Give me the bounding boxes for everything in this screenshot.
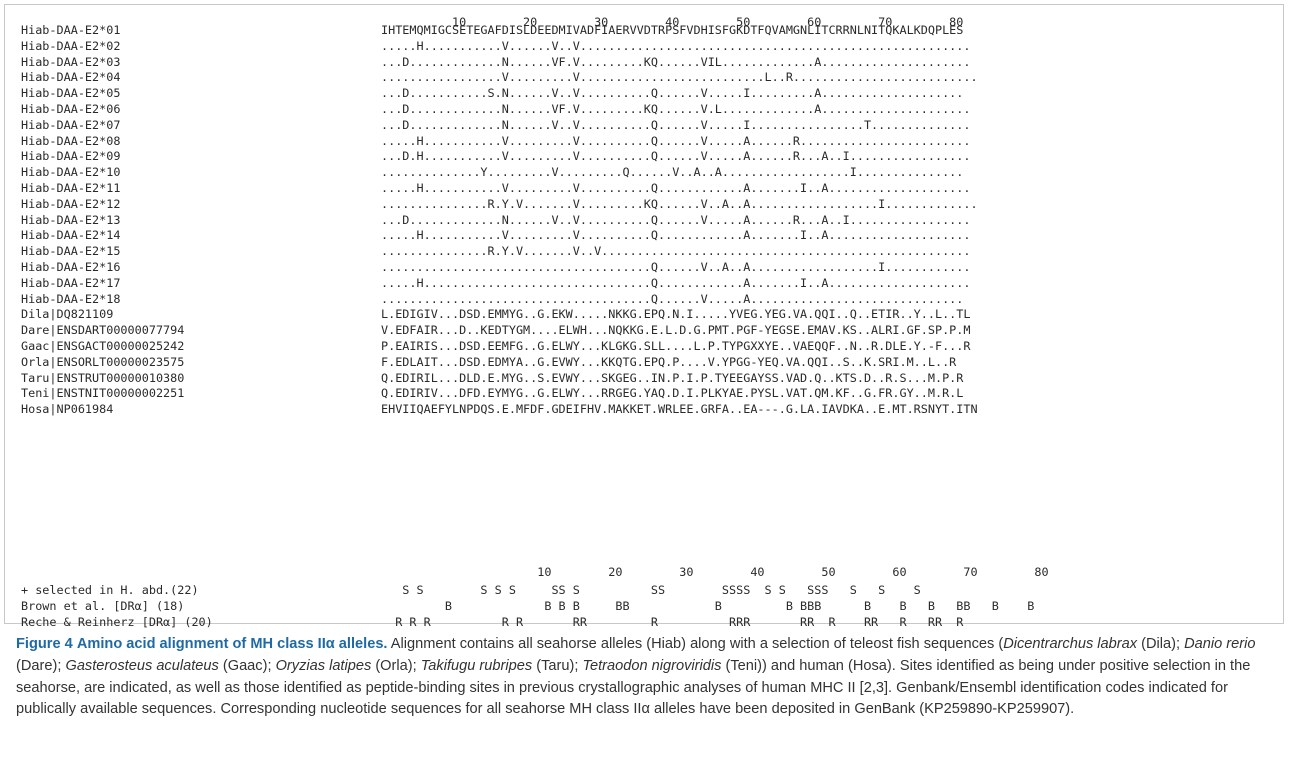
position-ruler-bottom: 10 20 30 40 50 60 70 80: [381, 565, 1049, 579]
sequence-name: Hiab-DAA-E2*08: [21, 133, 121, 148]
sequence-name: Hosa|NP061984: [21, 402, 114, 417]
sequence-name: Hiab-DAA-E2*11: [21, 180, 121, 195]
sequence-row: ..............Y.........V.........Q.....…: [381, 165, 964, 180]
sequence-name: Hiab-DAA-E2*10: [21, 165, 121, 180]
annotation-marks: R R R R R RR R RRR RR R RR R RR R: [381, 614, 964, 629]
figure-caption: Figure 4 Amino acid alignment of MH clas…: [16, 634, 1278, 721]
sequence-row: P.EAIRIS...DSD.EEMFG..G.ELWY...KLGKG.SLL…: [381, 338, 971, 353]
annotation-marks: S S S S S SS S SS SSSS S S SSS S S S: [381, 583, 921, 597]
sequence-row: .................V.........V............…: [381, 70, 978, 85]
sequence-row: ...D...........S.N......V..V..........Q.…: [381, 86, 964, 101]
sequence-row: .....H...........V.........V..........Q.…: [381, 180, 971, 195]
sequence-row: ......................................Q.…: [381, 291, 964, 306]
sequence-row: ...............R.Y.V.......V.........KQ.…: [381, 196, 978, 211]
sequence-name: Hiab-DAA-E2*17: [21, 275, 121, 290]
sequence-row: IHTEMQMIGCSETEGAFDISLDEEDMIVADFIAERVVDTR…: [381, 23, 964, 37]
species-name: Danio rerio: [1184, 636, 1256, 652]
sequence-row: ......................................Q.…: [381, 259, 971, 274]
species-name: Gasterosteus aculateus: [65, 657, 219, 674]
species-name: Dicentrarchus labrax: [1003, 636, 1138, 652]
sequence-row: .....H...........V.........V..........Q.…: [381, 228, 971, 243]
sequence-row: ...D.............N......V..V..........Q.…: [381, 117, 971, 132]
sequence-row: Q.EDIRIV...DFD.EYMYG..G.ELWY...RRGEG.YAQ…: [381, 386, 964, 401]
sequence-name: Hiab-DAA-E2*06: [21, 101, 121, 116]
sequence-row: ...D.............N......V..V..........Q.…: [381, 212, 971, 227]
species-name: Takifugu rubripes: [420, 657, 533, 674]
sequence-name: Hiab-DAA-E2*07: [21, 117, 121, 132]
sequence-row: EHVIIQAEFYLNPDQS.E.MFDF.GDEIFHV.MAKKET.W…: [381, 402, 978, 417]
sequence-name: Hiab-DAA-E2*14: [21, 228, 121, 243]
sequence-row: .....H...........V.........V..........Q.…: [381, 133, 971, 148]
figure-label: Figure 4: [16, 636, 73, 652]
annotation-marks: B B B B BB B B BBB B B B BB B B: [381, 598, 1035, 613]
caption-text: (Teni)) and human (Hosa). Sites identifi…: [16, 657, 1251, 718]
sequence-name: Hiab-DAA-E2*01: [21, 23, 121, 37]
sequence-row: .....H...........V......V..V............…: [381, 38, 971, 53]
annotation-label: Brown et al. [DRα] (18): [21, 598, 185, 613]
sequence-name: Hiab-DAA-E2*02: [21, 38, 121, 53]
sequence-name: Gaac|ENSGACT00000025242: [21, 338, 185, 353]
position-ruler-top: 10 20 30 40 50 60 70 80: [381, 15, 964, 29]
sequence-name: Hiab-DAA-E2*05: [21, 86, 121, 101]
figure-title: Amino acid alignment of MH class IIα all…: [76, 636, 388, 652]
caption-text: (Orla);: [371, 657, 421, 674]
sequence-name: Taru|ENSTRUT00000010380: [21, 370, 185, 385]
sequence-row: F.EDLAIT...DSD.EDMYA..G.EVWY...KKQTG.EPQ…: [381, 354, 957, 369]
sequence-row: ...D.H...........V.........V..........Q.…: [381, 149, 971, 164]
sequence-row: .....H................................Q.…: [381, 275, 971, 290]
sequence-row: ...D.............N......VF.V.........KQ.…: [381, 54, 971, 69]
sequence-column: IHTEMQMIGCSETEGAFDISLDEEDMIVADFIAERVVDTR…: [381, 23, 978, 418]
alignment-figure: 10 20 30 40 50 60 70 80 Hiab-DAA-E2*01 Hi…: [4, 4, 1284, 629]
annotation-label: + selected in H. abd.(22): [21, 583, 199, 597]
caption-text: (Dila);: [1137, 636, 1185, 652]
annotation-label-column: + selected in H. abd.(22) Brown et al. [D…: [21, 583, 213, 630]
sequence-name: Hiab-DAA-E2*12: [21, 196, 121, 211]
caption-text: (Taru);: [532, 657, 583, 674]
annotation-mark-column: S S S S S SS S SS SSSS S S SSS S S S B B…: [381, 583, 1034, 630]
sequence-name: Hiab-DAA-E2*16: [21, 259, 121, 274]
sequence-row: Q.EDIRIL...DLD.E.MYG..S.EVWY...SKGEG..IN…: [381, 370, 964, 385]
caption-text: Alignment contains all seahorse alleles …: [387, 636, 1004, 652]
annotation-label: Reche & Reinherz [DRα] (20): [21, 614, 213, 629]
sequence-name-column: Hiab-DAA-E2*01 Hiab-DAA-E2*02 Hiab-DAA-E2*…: [21, 23, 184, 418]
sequence-name: Hiab-DAA-E2*04: [21, 70, 121, 85]
sequence-name: Hiab-DAA-E2*03: [21, 54, 121, 69]
sequence-name: Dare|ENSDART00000077794: [21, 323, 185, 338]
sequence-name: Teni|ENSTNIT00000002251: [21, 386, 185, 401]
sequence-row: ...D.............N......VF.V.........KQ.…: [381, 101, 971, 116]
sequence-name: Hiab-DAA-E2*09: [21, 149, 121, 164]
sequence-name: Dila|DQ821109: [21, 307, 114, 322]
sequence-name: Hiab-DAA-E2*13: [21, 212, 121, 227]
caption-text: (Dare);: [16, 657, 66, 674]
sequence-name: Hiab-DAA-E2*15: [21, 244, 121, 259]
sequence-row: ...............R.Y.V.......V..V.........…: [381, 244, 971, 259]
species-name: Oryzias latipes: [275, 657, 372, 674]
sequence-name: Hiab-DAA-E2*18: [21, 291, 121, 306]
sequence-name: Orla|ENSORLT00000023575: [21, 354, 185, 369]
species-name: Tetraodon nigroviridis: [582, 657, 722, 674]
sequence-row: V.EDFAIR...D..KEDTYGM....ELWH...NQKKG.E.…: [381, 323, 971, 338]
caption-text: (Gaac);: [218, 657, 276, 674]
sequence-row: L.EDIGIV...DSD.EMMYG..G.EKW.....NKKG.EPQ…: [381, 307, 971, 322]
